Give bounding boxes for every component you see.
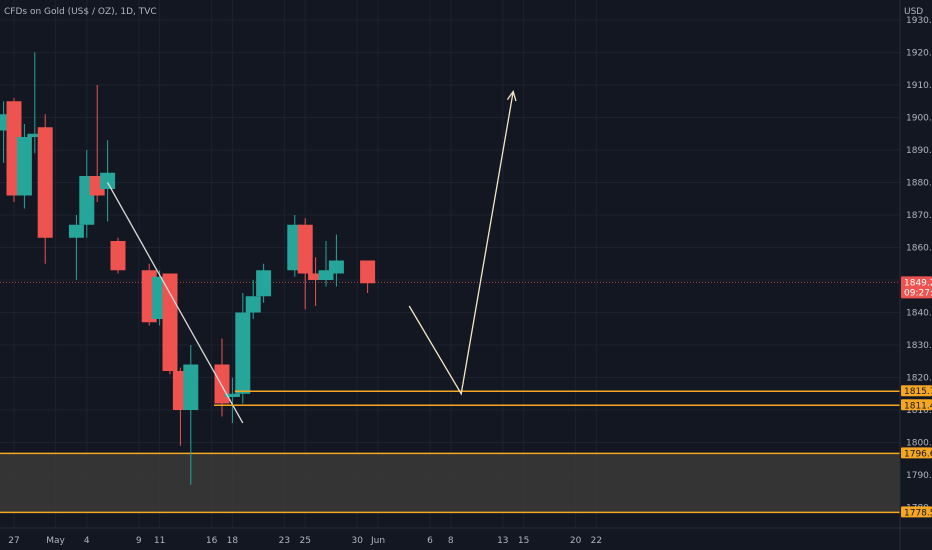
- price-tick-label: 1910.00: [906, 81, 932, 91]
- candle-body: [214, 364, 230, 404]
- price-tick-label: 1900.00: [906, 114, 932, 124]
- projection-path: [408, 91, 514, 396]
- time-tick-label: 25: [299, 536, 310, 546]
- projection-arrowhead: [506, 90, 517, 102]
- candle-body: [162, 273, 178, 371]
- candle-body: [224, 393, 240, 397]
- zone-top-badge-label: 1796.64: [904, 449, 932, 459]
- time-tick-label: Jun: [370, 536, 385, 546]
- time-tick-label: 18: [227, 536, 239, 546]
- chart-title: CFDs on Gold (US$ / OZ), 1D, TVC: [4, 7, 157, 17]
- time-tick-label: May: [46, 536, 65, 546]
- level-badge-bg: [901, 385, 932, 397]
- price-tick-label: 1920.00: [906, 49, 932, 59]
- time-tick-label: 13: [497, 536, 508, 546]
- candle-body: [100, 172, 116, 189]
- time-tick-label: 4: [84, 536, 90, 546]
- last-price-badge-bg: [901, 276, 932, 299]
- level-badge-label: 1815.78: [904, 387, 932, 397]
- candle-body: [0, 114, 12, 131]
- time-tick-label: 27: [8, 536, 19, 546]
- time-tick-label: 9: [136, 536, 142, 546]
- candle-body: [235, 312, 251, 394]
- time-tick-label: 6: [427, 536, 433, 546]
- time-tick-label: 22: [591, 536, 602, 546]
- candle-body: [16, 137, 32, 196]
- candle-body: [318, 270, 334, 280]
- level-badge-label: 1811.45: [904, 401, 932, 411]
- last-price-badge-countdown: 09:27:53: [904, 288, 932, 298]
- time-axis[interactable]: 27 May 4 9 11 16 18 23 25 30 Jun 6 8 13 15 20 22: [0, 527, 932, 546]
- candle-body: [183, 364, 199, 410]
- price-tick-label: 1810.00: [906, 406, 932, 416]
- last-price-badge-label: 1849.28: [904, 278, 932, 288]
- candle-body: [245, 296, 261, 313]
- zone-fill: [0, 453, 900, 513]
- price-tick-label: 1820.00: [906, 374, 932, 384]
- price-tick-label: 1840.00: [906, 309, 932, 319]
- time-tick-label: 8: [448, 536, 454, 546]
- price-tick-label: 1790.00: [906, 471, 932, 481]
- candle-body: [328, 260, 344, 274]
- price-tick-label: 1880.00: [906, 179, 932, 189]
- candle-body: [360, 260, 376, 284]
- price-tick-label: 1890.00: [906, 146, 932, 156]
- price-tick-label: 1870.00: [906, 211, 932, 221]
- candle-body: [110, 241, 126, 271]
- price-tick-label: 1800.00: [906, 439, 932, 449]
- price-tick-label: 1930.00: [906, 16, 932, 26]
- zone-bottom-badge-bg: [901, 506, 932, 518]
- candle-body: [37, 127, 53, 238]
- drawings: [107, 90, 900, 424]
- level-badge-bg: [901, 399, 932, 411]
- time-tick-label: 20: [570, 536, 582, 546]
- candle-body: [297, 224, 313, 274]
- candle-body: [308, 273, 324, 280]
- candle-body: [256, 270, 272, 297]
- price-tick-label: 1830.00: [906, 341, 932, 351]
- zone-bottom-badge-label: 1778.50: [904, 508, 932, 518]
- candle-body: [68, 224, 84, 238]
- trendline: [107, 182, 244, 424]
- price-tick-label: 1860.00: [906, 244, 932, 254]
- time-tick-label: 23: [279, 536, 290, 546]
- time-tick-label: 15: [518, 536, 529, 546]
- support-zone: [0, 452, 900, 514]
- time-tick-label: 16: [206, 536, 218, 546]
- price-badges: 1849.2809:27:53 1815.78 1811.45 1796.64 1778…: [901, 276, 932, 518]
- candles: [0, 52, 376, 485]
- zone-top-badge-bg: [901, 447, 932, 459]
- currency-label: USD: [904, 7, 923, 17]
- time-tick-label: 11: [154, 536, 165, 546]
- candle-body: [27, 133, 43, 137]
- time-tick-label: 30: [351, 536, 363, 546]
